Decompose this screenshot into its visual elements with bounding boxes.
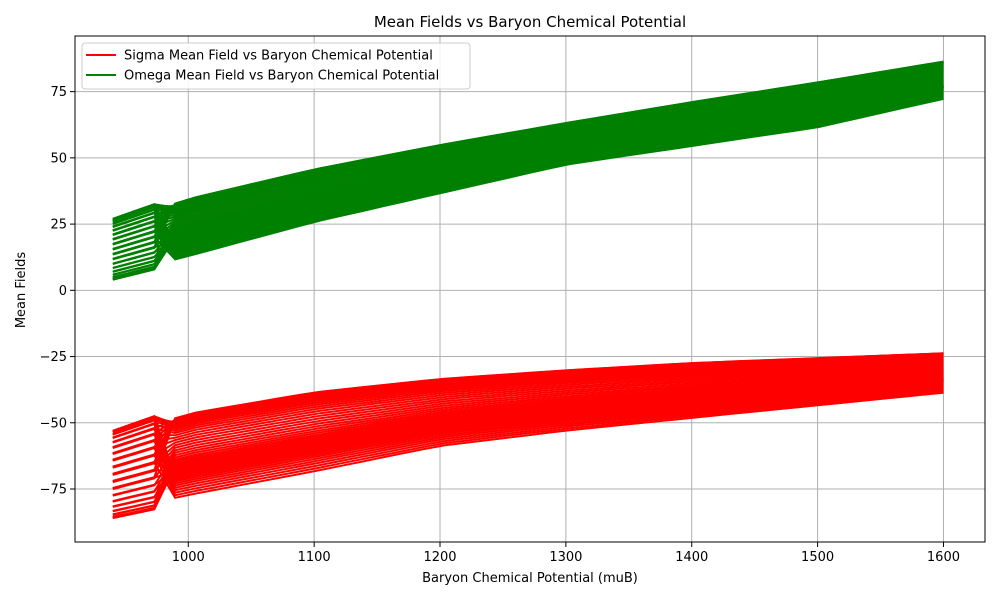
y-tick-label: −75 — [40, 483, 67, 498]
series-line — [112, 76, 944, 265]
chart-title: Mean Fields vs Baryon Chemical Potential — [374, 13, 686, 31]
series-line — [112, 75, 944, 261]
series-line — [112, 95, 944, 257]
series-line — [112, 364, 944, 469]
series-line — [112, 365, 944, 476]
x-tick-label: 1600 — [927, 550, 960, 565]
series-line — [112, 361, 944, 456]
x-tick-label: 1300 — [549, 550, 582, 565]
x-tick-label: 1100 — [298, 550, 331, 565]
series-line — [112, 70, 944, 241]
plot-frame — [74, 35, 986, 543]
x-tick-label: 1500 — [801, 550, 834, 565]
series-line — [112, 73, 944, 251]
series-line — [112, 389, 944, 494]
x-axis-label: Baryon Chemical Potential (muB) — [422, 571, 638, 586]
series-omega — [112, 60, 944, 281]
series-line — [112, 78, 944, 273]
series-line — [112, 97, 944, 261]
series-line — [112, 369, 944, 497]
series-line — [112, 373, 944, 516]
series-line — [112, 93, 944, 254]
series-line — [112, 357, 944, 436]
series-line — [112, 91, 944, 251]
series-line — [112, 384, 944, 485]
legend-label: Omega Mean Field vs Baryon Chemical Pote… — [124, 69, 439, 84]
legend-label: Sigma Mean Field vs Baryon Chemical Pote… — [124, 49, 433, 64]
series-line — [112, 386, 944, 490]
series-line — [112, 67, 944, 229]
series-line — [112, 366, 944, 484]
x-tick-label: 1000 — [172, 550, 205, 565]
series-line — [112, 69, 944, 237]
series-line — [112, 383, 944, 483]
series-line — [112, 352, 944, 489]
series-line — [112, 385, 944, 487]
series-line — [112, 363, 944, 462]
series-line — [112, 391, 944, 499]
series-sigma — [112, 352, 944, 519]
plot-lines — [112, 60, 944, 519]
y-tick-label: 0 — [59, 284, 67, 299]
series-line — [112, 372, 944, 513]
series-line — [112, 94, 944, 256]
x-tick-label: 1200 — [423, 550, 456, 565]
y-tick-label: −50 — [40, 416, 67, 431]
series-line — [112, 68, 944, 232]
series-line — [112, 358, 944, 440]
series-line — [112, 79, 944, 276]
series-line — [112, 371, 944, 508]
series-line — [112, 370, 944, 503]
ticks: 1000 1100 1200 1300 1400 1500 1600 −75 −50 −25 0 25… — [40, 85, 960, 565]
series-line — [112, 72, 944, 246]
series-line — [112, 77, 944, 270]
legend: Sigma Mean Field vs Baryon Chemical Pote… — [81, 42, 471, 90]
series-line — [112, 359, 944, 444]
series-line — [112, 74, 944, 256]
series-line — [112, 388, 944, 492]
y-tick-label: 50 — [50, 151, 67, 166]
y-tick-label: 75 — [50, 85, 67, 100]
x-tick-label: 1400 — [675, 550, 708, 565]
y-tick-label: 25 — [50, 218, 67, 233]
series-line — [112, 360, 944, 449]
y-axis-label: Mean Fields — [14, 252, 29, 329]
series-line — [112, 390, 944, 497]
series-line — [112, 96, 944, 259]
y-tick-label: −25 — [40, 350, 67, 365]
series-line — [112, 60, 944, 260]
legend-box — [81, 42, 471, 90]
series-line — [112, 92, 944, 252]
series-line — [112, 368, 944, 491]
